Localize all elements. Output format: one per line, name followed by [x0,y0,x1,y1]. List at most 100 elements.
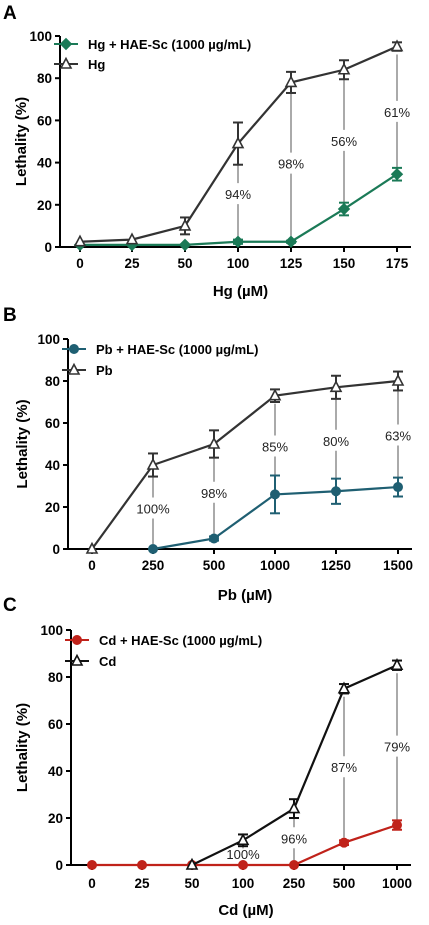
panel-b-series-1-point [329,380,343,393]
panel-b-annotation-label: 85% [262,440,288,455]
panel-a-y-axis-title: Lethality (%) [13,97,30,186]
panel-a-x-axis-title: Hg (µM) [213,283,268,300]
panel-c-y-axis-title: Lethality (%) [14,703,31,792]
panel-a-y-tick-label: 80 [37,71,52,86]
panel-a-legend-swatch-marker [59,56,73,69]
panel-a-y-tick-label: 20 [37,198,52,213]
panel-a-x-tick-label: 0 [76,256,84,271]
panel-c-x-tick-label: 500 [333,876,356,891]
panel-a-legend-label: Hg + HAE-Sc (1000 µg/mL) [88,37,251,52]
panel-c-legend-swatch-marker [70,653,84,666]
panel-c-legend-label: Cd [99,654,116,669]
panel-a-x-tick-label: 150 [333,256,356,271]
panel-b-annotation-label: 63% [385,429,411,444]
panel-b-legend-swatch-marker [67,362,81,375]
panel-a-series-1-point [390,39,404,52]
panel-a-series-1-point [337,62,351,75]
panel-a-letter: A [3,3,17,24]
panel-a-series-1-point [73,234,87,247]
panel-c-letter: C [3,595,17,616]
panel-a-series-1-point [284,75,298,88]
panel-a-legend-swatch-marker [59,37,73,51]
panel-b-legend-swatch-marker [69,344,79,354]
panel-b-annotation-label: 100% [136,502,170,517]
panel-a: A 0 20 40 60 80 100 0 25 50 100 125 150 175 Hg (µM) Let… [3,3,411,300]
panel-b-y-tick-label: 100 [37,332,60,347]
panel-b-x-tick-label: 250 [142,558,165,573]
panel-b-series-1-point [391,373,405,386]
panel-a-y-tick-label: 0 [44,240,52,255]
panel-a-y-tick-label: 60 [37,113,52,128]
panel-a-y-tick-label: 100 [29,29,52,44]
panel-b-series-0-point [331,486,341,497]
panel-a-x-tick-label: 175 [386,256,409,271]
panel-c-series-0-point [392,820,402,831]
panel-b-y-axis-title: Lethality (%) [14,399,31,488]
panel-a-legend-label: Hg [88,57,105,72]
panel-c-series-0-point [87,860,97,870]
panel-b-annotation-label: 80% [323,434,349,449]
panel-b-y-tick-label: 20 [45,500,60,515]
panel-b-series-0-point [209,533,219,544]
panel-b-series-1-point [207,436,221,449]
panel-a-x-tick-label: 125 [280,256,303,271]
panel-b-legend-label: Pb + HAE-Sc (1000 µg/mL) [96,342,258,357]
panel-c-x-tick-label: 25 [134,876,150,891]
panel-c-y-tick-label: 60 [48,717,63,732]
panel-c-x-axis-title: Cd (µM) [218,902,273,919]
panel-a-legend: Hg + HAE-Sc (1000 µg/mL) Hg [54,37,251,72]
panel-c-series-0-point [339,837,349,848]
panel-b-annotation-label: 98% [201,486,227,501]
panel-b-y-tick-label: 80 [45,374,60,389]
panel-a-series-0-point [178,238,192,252]
panel-a-annotation-label: 56% [331,134,357,149]
panel-c-legend-swatch-marker [72,635,82,645]
panel-c-series-0-point [137,860,147,870]
panel-b-y-tick-label: 40 [45,458,60,473]
panel-b-series-1 [85,370,405,554]
panel-b-legend: Pb + HAE-Sc (1000 µg/mL) Pb [62,342,258,378]
panel-c-legend-label: Cd + HAE-Sc (1000 µg/mL) [99,633,262,648]
panel-b-x-tick-label: 500 [203,558,226,573]
panel-a-series-1-point [178,218,192,231]
panel-b-x-tick-label: 1000 [260,558,290,573]
panel-c-x-tick-label: 100 [232,876,255,891]
panel-c-x-tick-label: 0 [88,876,96,891]
panel-c-y-tick-label: 0 [55,858,63,873]
panel-c-y-tick-label: 20 [48,811,63,826]
panel-b-x-tick-label: 1250 [321,558,351,573]
panel-b-letter: B [3,305,17,326]
panel-b-series-1-line [91,379,399,550]
panel-c-series-0-point [289,860,299,870]
panel-b-series-0 [148,474,403,554]
panel-b-x-tick-label: 1500 [383,558,413,573]
panel-a-series-1-point [125,232,139,245]
panel-c-annotation-label: 87% [331,760,357,775]
panel-b-series-0-point [270,489,280,500]
panel-b-series-0-point [393,482,403,493]
panel-b-x-axis-title: Pb (µM) [218,587,272,604]
panel-b-series-1-point [146,457,160,470]
panel-a-x-tick-label: 50 [177,256,192,271]
panel-a-x-tick-label: 25 [124,256,140,271]
panel-a-annotation-label: 94% [225,187,251,202]
panel-c-series-1-point [390,658,404,671]
panel-a-series-0-point [284,235,298,248]
panel-c-annotation-label: 100% [226,847,260,862]
panel-c-y-tick-label: 40 [48,764,63,779]
panel-c-x-tick-label: 1000 [382,876,412,891]
panel-c-annotation-label: 79% [384,740,410,755]
panel-c-annotation-label: 96% [281,831,307,846]
panel-b-x-tick-label: 0 [88,558,96,573]
panel-c-legend: Cd + HAE-Sc (1000 µg/mL) Cd [65,633,262,669]
panel-c-x-tick-label: 50 [184,876,199,891]
panel-b-legend-label: Pb [96,363,113,378]
panel-a-series-0-point [390,167,404,181]
panel-a-series-1-point [231,136,245,149]
panel-a-series-0-point [231,235,245,248]
panel-a-series-0-point [337,202,351,216]
panel-c-series-1-point [337,681,351,694]
